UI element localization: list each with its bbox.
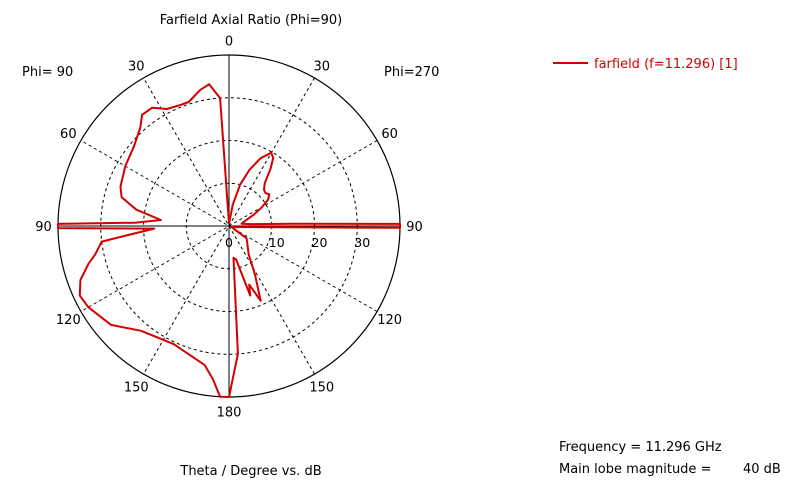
angle-labels: 0 30 60 90 120 150 180 150 120 90 60 30: [35, 34, 423, 420]
angle-tick-label: 120: [377, 313, 402, 328]
grid-spoke: [143, 77, 315, 375]
angle-tick-label: 0: [225, 34, 233, 49]
angle-tick-label: 90: [35, 220, 52, 235]
angle-tick-label: 30: [313, 59, 330, 74]
frequency-readout: Frequency = 11.296 GHz: [559, 440, 722, 455]
chart-title: Farfield Axial Ratio (Phi=90): [160, 13, 342, 28]
radial-tick-label: 20: [312, 235, 328, 250]
angle-tick-label: 60: [381, 127, 398, 142]
radial-tick-label: 0: [225, 235, 233, 250]
angle-tick-label: 120: [56, 313, 81, 328]
angle-tick-label: 150: [309, 381, 334, 396]
legend-label: farfield (f=11.296) [1]: [594, 57, 738, 72]
main-lobe-value: 40 dB: [743, 462, 781, 477]
radial-labels: 0 10 20 30: [225, 235, 370, 250]
phi-right-label: Phi=270: [384, 65, 439, 80]
phi-left-label: Phi= 90: [22, 65, 73, 80]
angle-tick-label: 60: [60, 127, 77, 142]
angle-tick-label: 150: [124, 381, 149, 396]
x-axis-label: Theta / Degree vs. dB: [179, 464, 321, 479]
series-line: [57, 83, 401, 398]
angle-tick-label: 180: [217, 406, 242, 421]
series-layer: [57, 83, 401, 398]
angle-tick-label: 90: [406, 220, 423, 235]
radial-tick-label: 30: [354, 235, 370, 250]
radial-tick-label: 10: [269, 235, 285, 250]
polar-grid: [57, 54, 401, 398]
main-lobe-label: Main lobe magnitude =: [559, 462, 712, 477]
legend: farfield (f=11.296) [1]: [553, 57, 738, 72]
angle-tick-label: 30: [128, 59, 145, 74]
